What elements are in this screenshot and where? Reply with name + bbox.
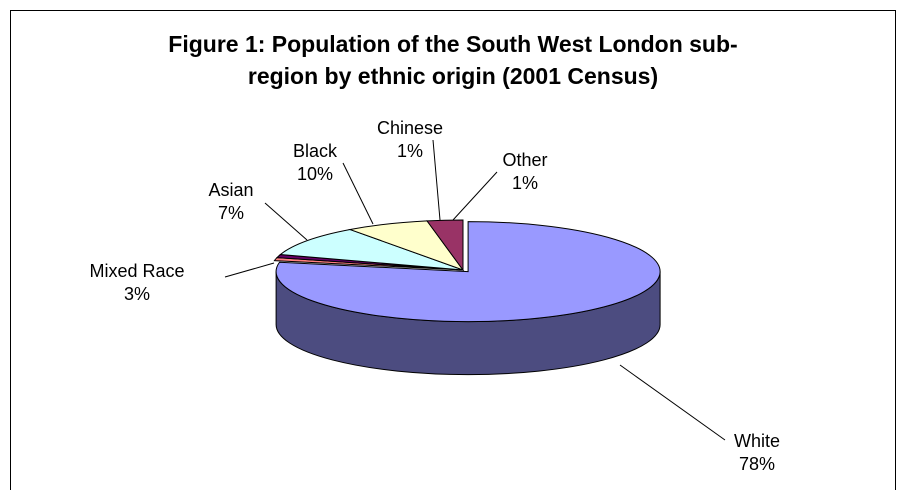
- leader-line-mixed-race: [224, 262, 275, 278]
- slice-mixed-race: [426, 219, 464, 272]
- slice-label-other: Other: [502, 150, 547, 170]
- slice-value-chinese: 1%: [397, 141, 423, 161]
- slice-value-asian: 7%: [218, 203, 244, 223]
- pie-labels: White 78% Mixed Race 3% Asian 7% Black 10% Chine…: [89, 118, 780, 474]
- slice-black: [279, 229, 464, 271]
- slice-label-black: Black: [293, 141, 338, 161]
- chart-title-line-1: Figure 1: Population of the South West L…: [168, 31, 738, 57]
- pie-chart: White 78% Mixed Race 3% Asian 7% Black 10% Chine…: [89, 118, 780, 474]
- leader-line-white: [619, 364, 726, 441]
- slice-value-other: 1%: [512, 173, 538, 193]
- slice-label-chinese: Chinese: [377, 118, 443, 138]
- leader-line-chinese: [432, 139, 441, 221]
- chart-title: Figure 1: Population of the South West L…: [10, 28, 896, 92]
- slice-white: [275, 221, 661, 323]
- pie-leader-lines: [224, 139, 726, 441]
- chart-title-line-2: region by ethnic origin (2001 Census): [247, 63, 659, 89]
- slice-value-mixed-race: 3%: [124, 284, 150, 304]
- slice-label-asian: Asian: [208, 180, 253, 200]
- pie-slices: [273, 219, 661, 323]
- slice-value-black: 10%: [297, 164, 333, 184]
- leader-line-other: [452, 171, 498, 221]
- leader-line-asian: [264, 202, 308, 241]
- slice-label-mixed-race: Mixed Race: [89, 261, 184, 281]
- slice-label-white: White: [734, 431, 780, 451]
- leader-line-black: [342, 162, 374, 225]
- slice-value-white: 78%: [739, 454, 775, 474]
